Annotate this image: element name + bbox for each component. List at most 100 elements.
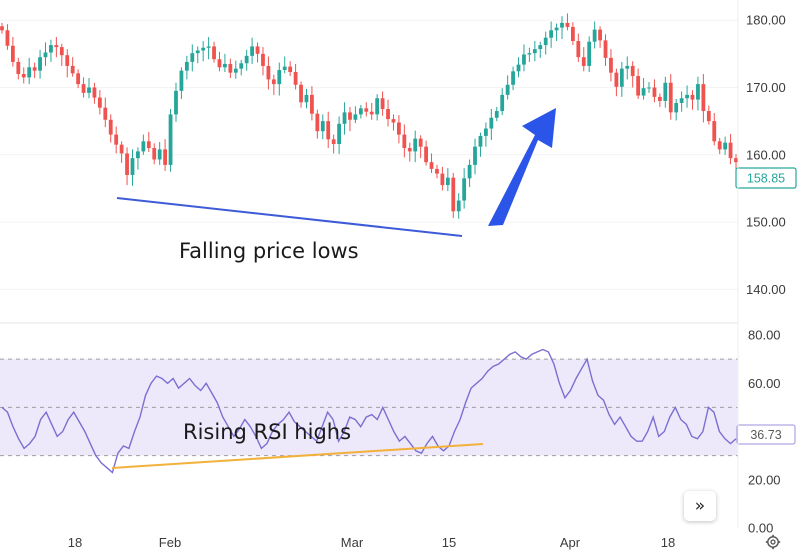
price-pane[interactable]: Falling price lows 180.00 170.00 160.00 150… xyxy=(0,13,797,297)
candle-body xyxy=(337,123,341,145)
candle-body xyxy=(244,55,249,64)
time-tick-label: Apr xyxy=(560,535,581,550)
candle-body xyxy=(16,61,21,75)
candle-body xyxy=(380,98,385,110)
falling-lows-trendline xyxy=(116,197,463,237)
candle-body xyxy=(92,87,97,98)
candle-body xyxy=(70,65,75,74)
candle-body xyxy=(195,50,200,54)
candle-body xyxy=(0,26,4,31)
candle-body xyxy=(625,65,630,69)
candle-body xyxy=(554,27,559,31)
last-rsi-badge: 36.73 xyxy=(736,424,796,445)
candle-body xyxy=(125,153,129,175)
candle-body xyxy=(59,47,64,56)
candle-body xyxy=(228,63,233,73)
candle-body xyxy=(331,139,336,145)
candle-body xyxy=(456,200,461,212)
candle-body xyxy=(163,149,168,165)
candle-body xyxy=(369,111,374,115)
candle-body xyxy=(184,61,189,71)
candle-body xyxy=(32,67,37,71)
time-tick-label: Mar xyxy=(341,535,364,550)
candle-body xyxy=(342,112,347,124)
gear-icon[interactable] xyxy=(765,534,781,550)
candle-body xyxy=(87,87,91,93)
candle-body xyxy=(619,68,624,87)
time-tick-label: 15 xyxy=(442,535,456,550)
candle-body xyxy=(429,162,434,169)
candle-body xyxy=(413,138,418,152)
last-price-label: 158.85 xyxy=(747,172,785,186)
rsi-pane[interactable]: Rising RSI highs 80.0060.0040.0020.000.0… xyxy=(0,328,796,536)
candle-body xyxy=(146,141,151,149)
candle-body xyxy=(723,142,728,150)
scroll-to-latest-button[interactable]: » xyxy=(684,491,716,521)
candle-body xyxy=(255,46,260,54)
candle-body xyxy=(21,74,26,78)
rsi-annotation: Rising RSI highs xyxy=(183,420,351,444)
candle-body xyxy=(538,45,543,50)
candle-body xyxy=(587,41,592,66)
candle-body xyxy=(522,54,526,65)
candle-body xyxy=(217,59,222,68)
candle-body xyxy=(690,94,695,100)
candle-body xyxy=(43,52,48,58)
candle-body xyxy=(652,87,657,97)
price-tick-label: 140.00 xyxy=(746,282,786,297)
candle-body xyxy=(451,177,456,212)
candle-body xyxy=(288,66,293,73)
candle-body xyxy=(489,117,494,129)
candle-body xyxy=(233,68,238,73)
candle-body xyxy=(418,138,423,147)
candle-body xyxy=(549,30,554,38)
candle-body xyxy=(483,128,488,136)
candle-body xyxy=(277,69,282,85)
last-price-badge: 158.85 xyxy=(735,167,797,189)
candle-body xyxy=(201,47,206,51)
candle-body xyxy=(500,94,505,112)
candle-body xyxy=(119,144,124,154)
candle-body xyxy=(598,29,602,41)
candle-body xyxy=(261,53,265,66)
candle-body xyxy=(679,98,684,103)
candle-body xyxy=(527,53,532,55)
candle-body xyxy=(54,45,59,48)
candle-body xyxy=(663,82,668,101)
candle-body xyxy=(114,134,119,145)
price-candles xyxy=(0,13,738,219)
candle-body xyxy=(609,57,613,73)
rsi-tick-label: 60.00 xyxy=(748,376,781,391)
candle-body xyxy=(375,98,380,115)
candle-body xyxy=(353,114,358,120)
price-annotation: Falling price lows xyxy=(179,239,359,263)
candle-body xyxy=(706,111,711,122)
candle-body xyxy=(505,84,510,95)
last-rsi-label: 36.73 xyxy=(750,428,781,442)
candle-body xyxy=(168,114,173,165)
rsi-tick-label: 80.00 xyxy=(748,328,781,343)
candle-body xyxy=(560,22,564,28)
candle-body xyxy=(592,29,597,42)
candle-body xyxy=(136,151,140,159)
candle-body xyxy=(712,121,717,142)
price-gridlines xyxy=(0,19,738,290)
price-axis[interactable]: 180.00 170.00 160.00 150.00 140.00 xyxy=(746,13,786,297)
candle-body xyxy=(386,109,390,120)
time-tick-label: Feb xyxy=(159,535,181,550)
candle-body xyxy=(326,121,331,140)
candle-body xyxy=(190,53,195,62)
candle-body xyxy=(462,178,467,201)
candle-body xyxy=(570,26,575,42)
candle-body xyxy=(282,66,287,70)
candle-body xyxy=(152,148,157,160)
candle-body xyxy=(358,108,363,115)
candle-body xyxy=(320,121,325,132)
candle-body xyxy=(293,72,298,85)
candle-body xyxy=(97,97,102,108)
candle-body xyxy=(141,141,146,152)
time-axis[interactable]: 18 Feb Mar 15 Apr 18 xyxy=(68,535,675,550)
candle-body xyxy=(685,94,689,99)
